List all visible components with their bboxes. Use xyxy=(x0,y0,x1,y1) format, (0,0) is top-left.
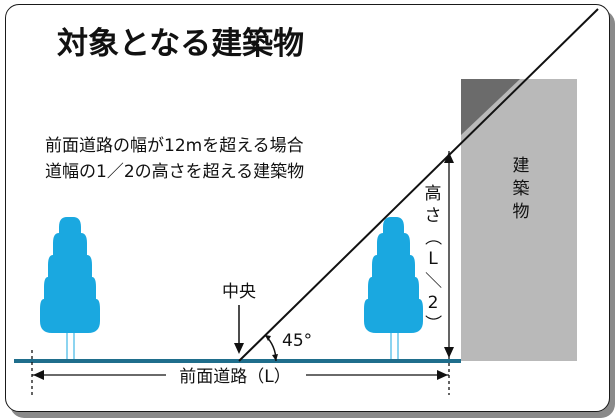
building: 建 築 物 xyxy=(461,79,577,361)
angle-arrowhead xyxy=(272,354,278,361)
road-label-bg xyxy=(166,365,306,387)
road-width-label: 前面道路（L） xyxy=(179,367,290,387)
height-arrowhead-top xyxy=(444,152,454,163)
tree-crown xyxy=(40,217,100,333)
road-arrowhead-right xyxy=(437,370,448,380)
road-arrowhead-left xyxy=(33,370,44,380)
diagram-title: 対象となる建築物 xyxy=(57,26,304,62)
height-label-char: （ xyxy=(422,229,442,246)
building-body xyxy=(461,79,577,361)
height-label-char: さ xyxy=(425,206,442,226)
angle-label: 45° xyxy=(282,331,312,351)
tree-crown xyxy=(364,217,423,333)
tree-right xyxy=(364,217,423,362)
building-label-char: 築 xyxy=(513,179,530,199)
building-label-char: 物 xyxy=(513,202,530,222)
center-label: 中央 xyxy=(222,282,256,302)
height-label-char: 高 xyxy=(425,184,442,204)
height-dimension: 高 さ （ L ／ 2 ） xyxy=(422,151,454,359)
description-line-1: 前面道路の幅が12mを超える場合 xyxy=(45,136,304,156)
building-label-char: 建 xyxy=(513,156,530,176)
height-arrowhead-bottom xyxy=(444,347,454,358)
height-label-char: 2 xyxy=(428,293,439,313)
building-label: 建 築 物 xyxy=(513,156,530,222)
height-label-bg xyxy=(423,183,445,323)
road-width-dimension: 前面道路（L） xyxy=(31,350,450,395)
ground-road xyxy=(14,359,461,363)
height-label-char: ／ xyxy=(422,272,442,289)
height-label-char: L xyxy=(428,249,438,269)
center-arrowhead xyxy=(234,343,244,354)
height-label-char: ） xyxy=(422,315,442,332)
diagram-canvas: 対象となる建築物 前面道路の幅が12mを超える場合 道幅の1／2の高さを超える建… xyxy=(14,8,599,395)
angle-arrowhead xyxy=(265,335,271,341)
diagram-frame: 対象となる建築物 前面道路の幅が12mを超える場合 道幅の1／2の高さを超える建… xyxy=(5,4,610,412)
tree-left xyxy=(40,217,100,362)
building-shadow xyxy=(461,79,520,135)
description-line-2: 道幅の1／2の高さを超える建築物 xyxy=(45,162,304,182)
setback-45-line xyxy=(238,8,599,362)
